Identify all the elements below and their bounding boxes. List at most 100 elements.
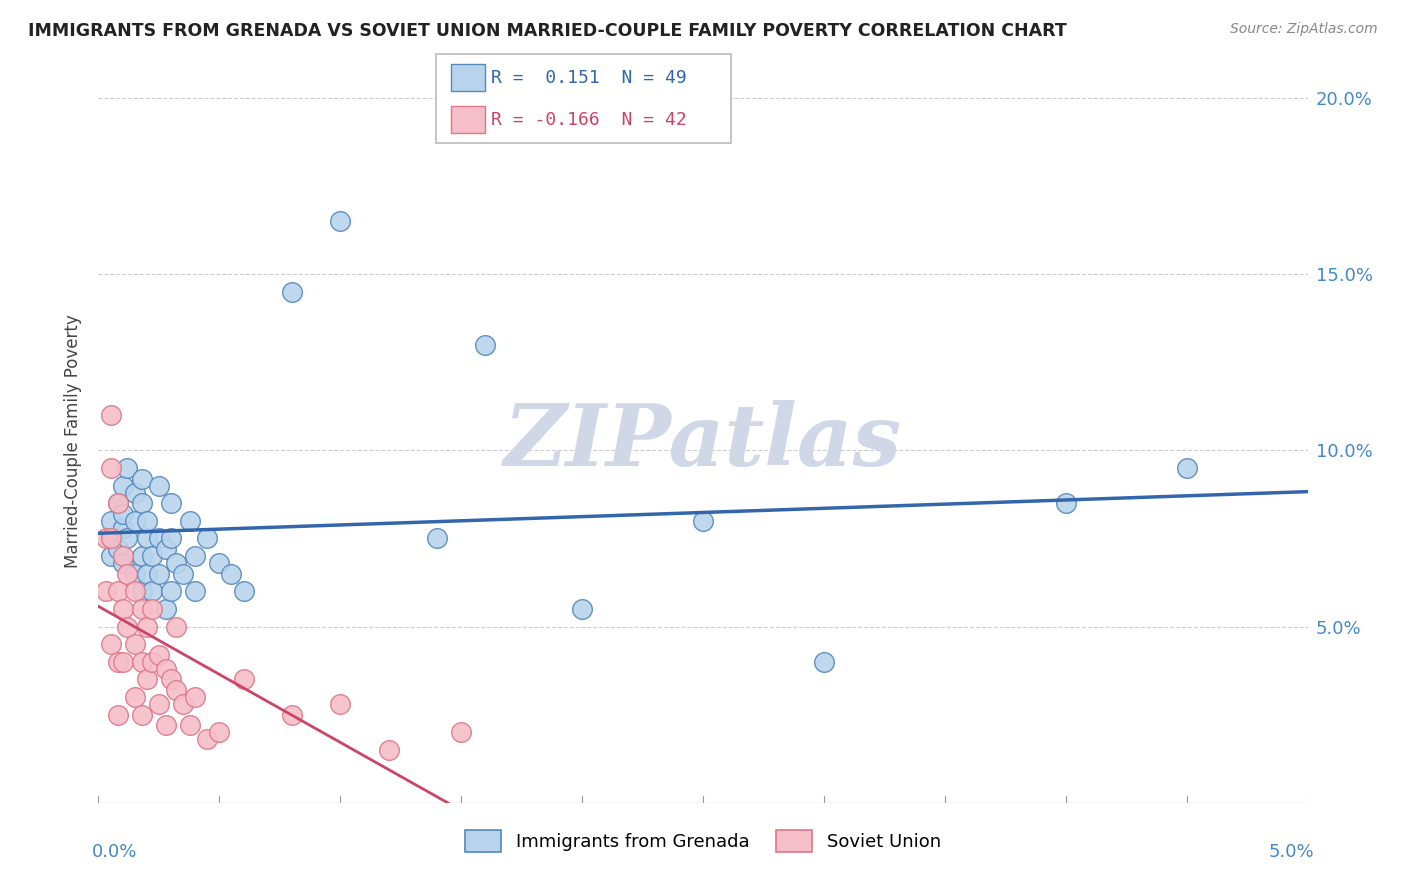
Point — [148, 478, 170, 492]
Point — [135, 619, 157, 633]
Point — [100, 549, 122, 563]
Point — [111, 556, 134, 570]
Point — [131, 584, 153, 599]
Point — [160, 673, 183, 687]
Text: R =  0.151  N = 49: R = 0.151 N = 49 — [491, 69, 686, 87]
Point — [160, 532, 183, 546]
Text: 5.0%: 5.0% — [1270, 843, 1315, 861]
Point — [111, 602, 134, 616]
Point — [155, 542, 177, 557]
Point — [111, 549, 134, 563]
Point — [172, 566, 194, 581]
Point — [450, 725, 472, 739]
Point — [100, 637, 122, 651]
Point — [131, 496, 153, 510]
Point — [135, 566, 157, 581]
Point — [124, 637, 146, 651]
Point — [329, 214, 352, 228]
Point — [160, 496, 183, 510]
Point — [107, 655, 129, 669]
Point — [208, 725, 231, 739]
Point — [474, 337, 496, 351]
Point — [426, 532, 449, 546]
Point — [155, 718, 177, 732]
Point — [195, 732, 218, 747]
Point — [100, 532, 122, 546]
Point — [221, 566, 243, 581]
Point — [107, 496, 129, 510]
Point — [184, 549, 207, 563]
Point — [135, 514, 157, 528]
Point — [117, 566, 139, 581]
Point — [141, 584, 163, 599]
Point — [155, 662, 177, 676]
Point — [111, 521, 134, 535]
Point — [172, 697, 194, 711]
Point — [148, 648, 170, 662]
Point — [571, 602, 593, 616]
Point — [100, 514, 122, 528]
Point — [131, 602, 153, 616]
Point — [184, 690, 207, 704]
Text: ZIPatlas: ZIPatlas — [503, 400, 903, 483]
Point — [117, 461, 139, 475]
Point — [107, 542, 129, 557]
Point — [131, 707, 153, 722]
Text: 0.0%: 0.0% — [91, 843, 136, 861]
Legend: Immigrants from Grenada, Soviet Union: Immigrants from Grenada, Soviet Union — [458, 822, 948, 859]
Point — [135, 673, 157, 687]
Point — [1054, 496, 1077, 510]
Point — [195, 532, 218, 546]
Y-axis label: Married-Couple Family Poverty: Married-Couple Family Poverty — [65, 315, 83, 568]
Point — [329, 697, 352, 711]
Point — [1175, 461, 1198, 475]
Point — [100, 408, 122, 422]
Point — [377, 743, 399, 757]
Point — [124, 485, 146, 500]
Point — [111, 507, 134, 521]
Point — [131, 549, 153, 563]
Point — [111, 655, 134, 669]
Point — [148, 566, 170, 581]
Text: Source: ZipAtlas.com: Source: ZipAtlas.com — [1230, 22, 1378, 37]
Point — [813, 655, 835, 669]
Point — [131, 655, 153, 669]
Point — [155, 602, 177, 616]
Text: IMMIGRANTS FROM GRENADA VS SOVIET UNION MARRIED-COUPLE FAMILY POVERTY CORRELATIO: IMMIGRANTS FROM GRENADA VS SOVIET UNION … — [28, 22, 1067, 40]
Point — [135, 532, 157, 546]
Point — [208, 556, 231, 570]
Point — [148, 532, 170, 546]
Point — [148, 697, 170, 711]
Point — [107, 496, 129, 510]
Text: R = -0.166  N = 42: R = -0.166 N = 42 — [491, 111, 686, 128]
Point — [160, 584, 183, 599]
Point — [692, 514, 714, 528]
Point — [124, 690, 146, 704]
Point — [107, 584, 129, 599]
Point — [124, 566, 146, 581]
Point — [124, 514, 146, 528]
Point — [117, 532, 139, 546]
Point — [281, 707, 304, 722]
Point — [107, 707, 129, 722]
Point — [165, 556, 187, 570]
Point — [165, 619, 187, 633]
Point — [124, 584, 146, 599]
Point — [179, 718, 201, 732]
Point — [141, 655, 163, 669]
Point — [111, 478, 134, 492]
Point — [117, 619, 139, 633]
Point — [141, 602, 163, 616]
Point — [179, 514, 201, 528]
Point — [232, 584, 254, 599]
Point — [94, 532, 117, 546]
Point — [184, 584, 207, 599]
Point — [141, 549, 163, 563]
Point — [131, 471, 153, 485]
Point — [281, 285, 304, 299]
Point — [165, 683, 187, 698]
Point — [232, 673, 254, 687]
Point — [94, 584, 117, 599]
Point — [100, 532, 122, 546]
Point — [100, 461, 122, 475]
